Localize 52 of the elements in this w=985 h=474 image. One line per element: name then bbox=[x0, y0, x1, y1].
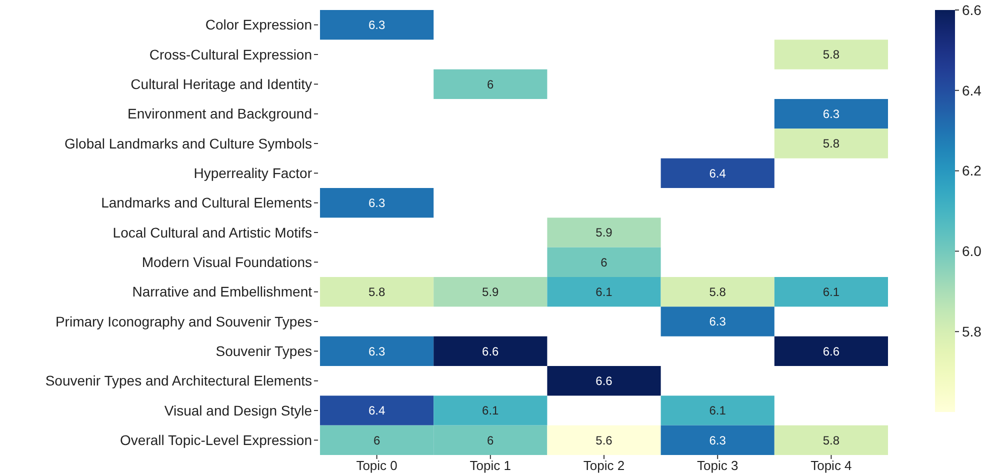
x-tick-label: Topic 1 bbox=[470, 458, 511, 473]
data-label: 6.3 bbox=[368, 344, 386, 358]
data-label: 5.8 bbox=[822, 48, 840, 62]
data-label: 6.6 bbox=[482, 344, 500, 358]
data-label: 6.6 bbox=[596, 374, 613, 388]
data-label: 5.8 bbox=[822, 433, 840, 448]
data-label: 6 bbox=[600, 255, 608, 270]
y-tick-label: Souvenir Types and Architectural Elements bbox=[45, 372, 312, 389]
x-tick-label: Topic 0 bbox=[356, 458, 398, 473]
x-tick-label: Topic 2 bbox=[583, 458, 625, 473]
y-tick-label: Narrative and Embellishment bbox=[132, 284, 312, 300]
data-label: 6.3 bbox=[822, 107, 840, 122]
color-bar-label: 6.6 bbox=[962, 2, 982, 18]
data-label: 6.4 bbox=[368, 404, 386, 418]
data-label: 5.8 bbox=[368, 285, 386, 300]
data-label: 6 bbox=[373, 433, 380, 448]
data-label: 5.8 bbox=[822, 136, 840, 151]
data-label: 6.3 bbox=[709, 314, 726, 329]
y-tick-label: Global Landmarks and Culture Symbols bbox=[64, 135, 312, 152]
data-label: 5.9 bbox=[596, 226, 613, 240]
data-label: 5.8 bbox=[709, 285, 726, 300]
color-bar-label: 6.4 bbox=[962, 82, 982, 98]
data-label: 6.1 bbox=[596, 285, 613, 300]
y-tick-label: Environment and Background bbox=[128, 106, 312, 122]
data-label: 6.3 bbox=[709, 433, 726, 448]
data-label: 6.6 bbox=[822, 344, 840, 358]
color-bar-label: 6.2 bbox=[962, 162, 982, 179]
y-tick-label: Primary Iconography and Souvenir Types bbox=[55, 313, 312, 330]
data-label: 6.4 bbox=[709, 166, 726, 180]
x-tick-label: Topic 4 bbox=[810, 458, 852, 473]
y-tick-label: Visual and Design Style bbox=[164, 402, 312, 418]
y-tick-label: Modern Visual Foundations bbox=[142, 254, 312, 270]
y-tick-label: Hyperreality Factor bbox=[194, 165, 312, 182]
data-label: 6.3 bbox=[368, 18, 386, 32]
data-label: 6.3 bbox=[368, 196, 386, 210]
y-tick-label: Cross-Cultural Expression bbox=[149, 46, 312, 62]
y-tick-label: Color Expression bbox=[205, 16, 312, 33]
y-tick-label: Overall Topic-Level Expression bbox=[120, 432, 312, 448]
data-label: 6.1 bbox=[709, 404, 726, 418]
data-label: 6 bbox=[487, 77, 494, 92]
data-label: 6.1 bbox=[822, 285, 840, 300]
color-bar-label: 6.0 bbox=[962, 243, 982, 260]
y-tick-label: Landmarks and Cultural Elements bbox=[101, 194, 312, 211]
y-tick-label: Local Cultural and Artistic Motifs bbox=[112, 224, 312, 240]
x-tick-label: Topic 3 bbox=[697, 458, 738, 473]
data-label: 5.9 bbox=[482, 285, 500, 300]
color-bar-label: 5.8 bbox=[962, 324, 982, 340]
y-tick-label: Cultural Heritage and Identity bbox=[130, 76, 312, 92]
data-label: 5.6 bbox=[596, 433, 613, 448]
data-label: 6 bbox=[487, 433, 494, 448]
y-tick-label: Souvenir Types bbox=[216, 343, 312, 360]
data-label: 6.1 bbox=[482, 404, 500, 418]
